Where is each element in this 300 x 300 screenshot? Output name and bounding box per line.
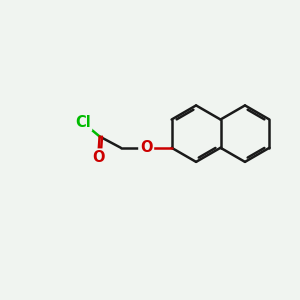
Text: O: O: [140, 140, 152, 155]
Text: O: O: [92, 150, 104, 165]
Text: Cl: Cl: [75, 115, 91, 130]
